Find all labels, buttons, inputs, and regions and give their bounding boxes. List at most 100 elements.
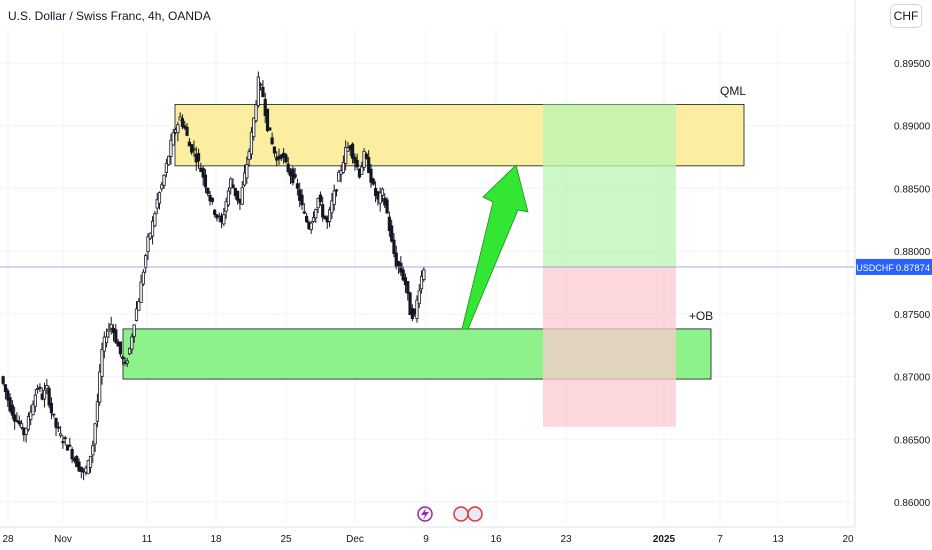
- candle-body: [180, 118, 185, 128]
- candle-body: [341, 162, 345, 173]
- candle-body: [334, 189, 339, 192]
- candle-body: [284, 154, 288, 163]
- candle-body: [63, 437, 67, 440]
- candle-body: [132, 324, 136, 337]
- candle-body: [369, 168, 373, 183]
- candle-body: [305, 215, 309, 223]
- candle-body: [171, 132, 175, 146]
- candle-body: [406, 281, 410, 294]
- y-tick-label: 0.89000: [894, 122, 931, 133]
- price-badge: [894, 258, 932, 275]
- candle-body: [332, 190, 336, 205]
- candle-body: [229, 178, 233, 189]
- candle-body: [192, 148, 196, 151]
- candle-body: [385, 199, 389, 214]
- candle-body: [316, 197, 320, 209]
- up-arrow: [461, 164, 529, 330]
- candle-body: [263, 98, 267, 116]
- candle-body: [10, 404, 14, 416]
- candle-body: [286, 163, 290, 173]
- candle-body: [134, 308, 139, 321]
- candle-body: [321, 204, 325, 218]
- candle-body: [1, 376, 5, 384]
- candle-body: [114, 329, 118, 343]
- candle-body: [270, 137, 274, 145]
- candle-body: [362, 150, 366, 168]
- candle-body: [364, 153, 368, 159]
- candle-body: [265, 108, 270, 132]
- chart-title: U.S. Dollar / Swiss Franc, 4h, OANDA: [8, 9, 211, 23]
- x-tick-label: 11: [142, 534, 153, 545]
- candle-body: [224, 201, 228, 212]
- candle-body: [8, 397, 12, 412]
- candle-body: [155, 199, 159, 209]
- candle-body: [52, 413, 56, 416]
- candle-body: [185, 126, 189, 136]
- candle-body: [70, 448, 74, 460]
- candle-body: [3, 384, 8, 392]
- candle-body: [33, 394, 37, 407]
- candle-body: [169, 139, 173, 157]
- grid: [0, 30, 855, 522]
- candle-body: [125, 360, 129, 364]
- candle-body: [213, 209, 217, 215]
- candle-body: [98, 371, 102, 403]
- candle-body: [302, 211, 306, 214]
- candle-body: [121, 356, 125, 360]
- candle-body: [206, 187, 210, 194]
- candle-body: [408, 292, 412, 315]
- candle-body: [17, 420, 21, 425]
- candle-body: [118, 341, 122, 355]
- candle-body: [167, 155, 171, 166]
- candle-body: [380, 188, 385, 196]
- symbol-badge-label: USDCHF: [856, 263, 894, 273]
- candle-body: [231, 184, 235, 189]
- us-flag-icon: [453, 506, 469, 522]
- candle-body: [252, 117, 256, 138]
- candle-body: [390, 225, 394, 242]
- candle-body: [247, 151, 251, 161]
- price-badge-label: 0.87874: [896, 263, 930, 274]
- candle-body: [91, 445, 95, 456]
- y-tick-label: 0.89500: [894, 59, 931, 70]
- x-tick-label: 13: [772, 534, 784, 545]
- candle-body: [245, 164, 249, 179]
- candle-body: [203, 174, 208, 188]
- y-tick-label: 0.88000: [894, 247, 931, 258]
- candle-body: [309, 222, 313, 230]
- candle-body: [196, 153, 201, 162]
- currency-button[interactable]: CHF: [890, 4, 922, 28]
- x-tick-label: 16: [490, 534, 502, 545]
- candle-body: [387, 216, 391, 232]
- candle-body: [139, 281, 143, 303]
- candle-body: [261, 86, 265, 98]
- zones: [122, 103, 745, 427]
- lightning-icon-glyph: [421, 508, 429, 520]
- x-tick-label: Nov: [54, 534, 72, 545]
- candle-body: [162, 174, 166, 186]
- candle-body: [59, 433, 63, 436]
- candle-body: [100, 349, 104, 377]
- candle-body: [392, 239, 396, 255]
- candle-body: [31, 404, 35, 416]
- candle-body: [176, 124, 180, 134]
- x-tick-label: 25: [280, 534, 292, 545]
- candle-body: [95, 401, 100, 422]
- candle-body: [54, 417, 58, 428]
- candle-body: [183, 125, 187, 129]
- y-tick-label: 0.87500: [894, 310, 931, 321]
- candle-body: [146, 236, 150, 253]
- candle-body: [141, 271, 145, 285]
- candle-body: [130, 336, 134, 350]
- candles: [1, 71, 426, 481]
- candle-body: [164, 163, 168, 174]
- us-flag-icon: [467, 506, 483, 522]
- candle-body: [144, 255, 148, 269]
- candle-body: [36, 387, 40, 390]
- x-tick-label: 23: [560, 534, 572, 545]
- candle-body: [19, 423, 24, 428]
- candle-body: [222, 214, 226, 225]
- candle-body: [24, 427, 28, 435]
